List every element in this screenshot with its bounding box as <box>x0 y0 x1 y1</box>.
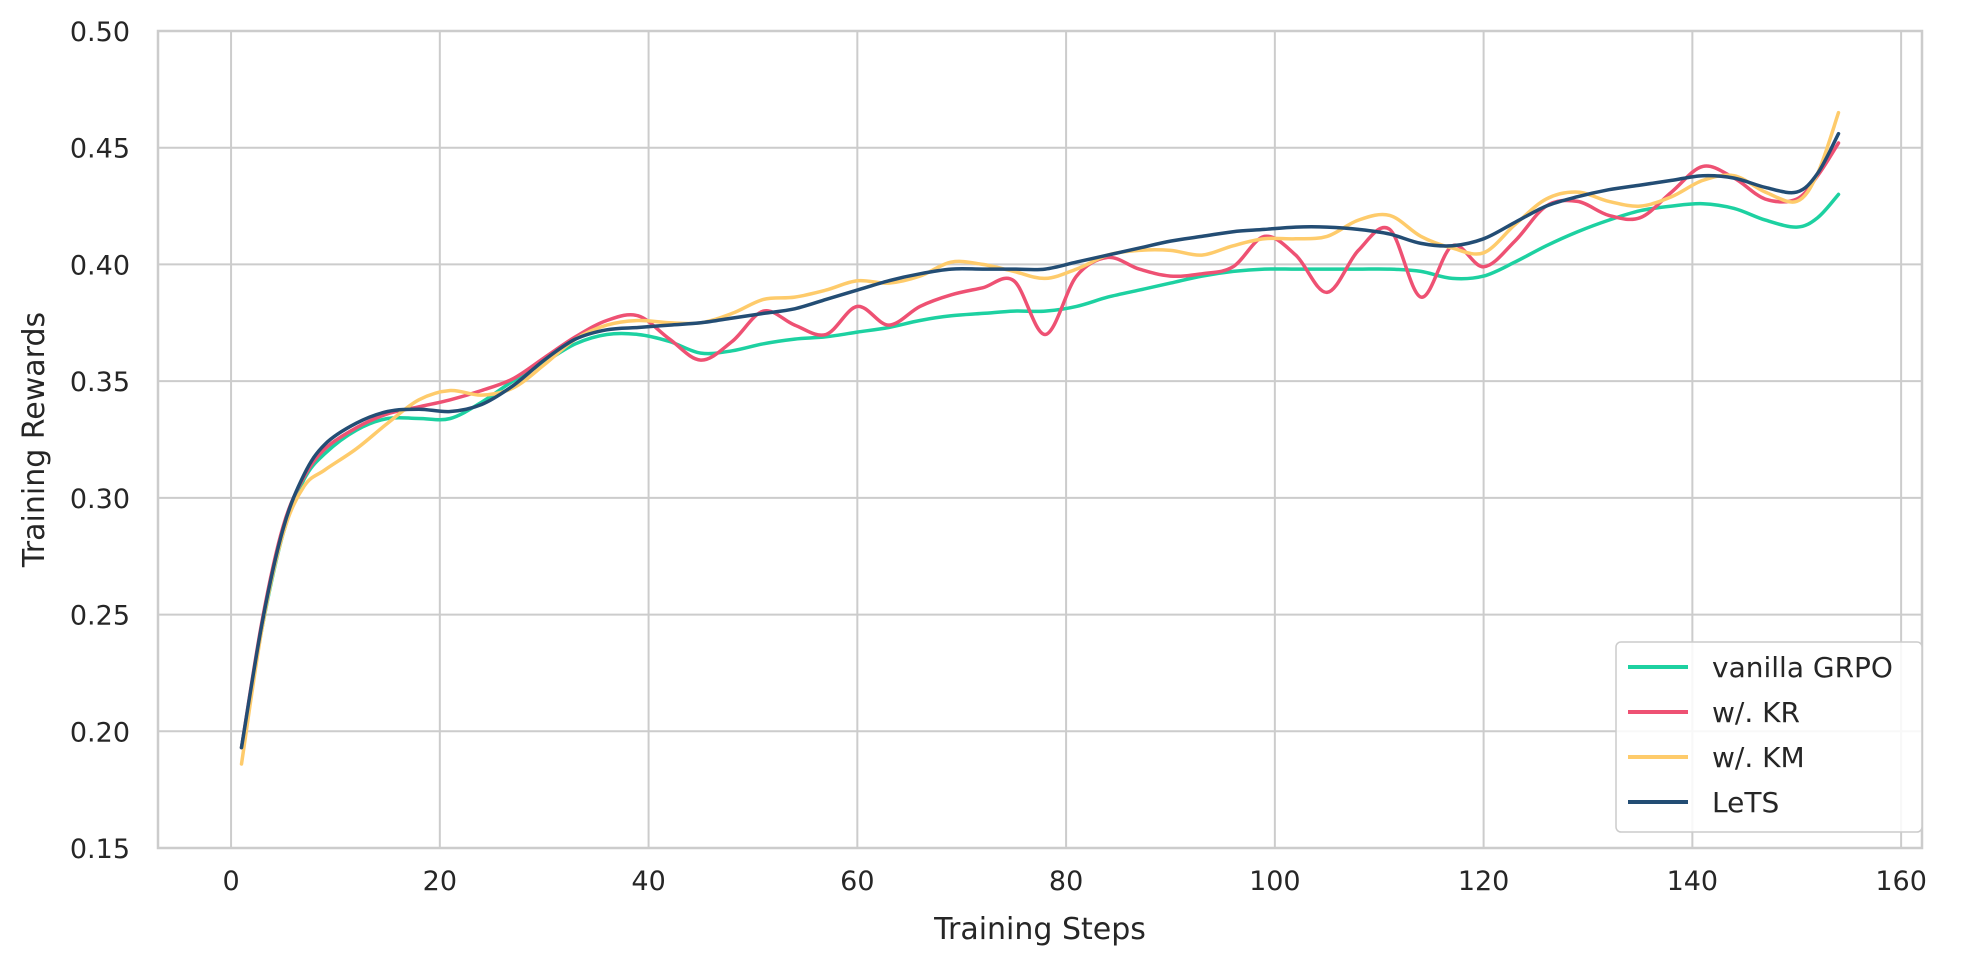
x-tick-label: 160 <box>1875 866 1927 897</box>
x-tick-label: 60 <box>840 866 874 897</box>
x-axis-title: Training Steps <box>933 912 1146 947</box>
legend-label-w-kr: w/. KR <box>1712 696 1800 729</box>
x-tick-label: 40 <box>631 866 665 897</box>
series-line-w-kr <box>239 141 1841 750</box>
plot-frame <box>156 29 1924 850</box>
x-tick-label: 120 <box>1458 866 1510 897</box>
legend-label-vanilla-grpo: vanilla GRPO <box>1712 651 1893 684</box>
x-tick-label: 80 <box>1049 866 1083 897</box>
x-axis-ticks: 0 20 40 60 80 100 120 140 160 <box>222 866 1926 897</box>
series-line-lets <box>239 131 1841 750</box>
y-tick-label: 0.25 <box>70 601 130 632</box>
y-tick-label: 0.40 <box>70 250 130 281</box>
legend-box <box>1615 641 1923 833</box>
series-line-w-km <box>239 110 1841 766</box>
series-line-vanilla-grpo <box>239 192 1841 750</box>
legend: vanilla GRPO w/. KR w/. KM LeTS <box>1615 641 1923 833</box>
x-tick-label: 100 <box>1249 866 1301 897</box>
legend-label-w-km: w/. KM <box>1712 741 1805 774</box>
y-tick-label: 0.15 <box>70 834 130 865</box>
y-tick-label: 0.35 <box>70 367 130 398</box>
y-axis-ticks: 0.15 0.20 0.25 0.30 0.35 0.40 0.45 0.50 <box>70 17 130 865</box>
series-lines <box>239 110 1841 766</box>
y-tick-label: 0.50 <box>70 17 130 48</box>
x-tick-label: 0 <box>222 866 239 897</box>
y-tick-label: 0.20 <box>70 717 130 748</box>
x-tick-label: 140 <box>1667 866 1719 897</box>
y-tick-label: 0.30 <box>70 484 130 515</box>
y-tick-label: 0.45 <box>70 134 130 165</box>
y-axis-title: Training Rewards <box>17 312 52 568</box>
legend-label-lets: LeTS <box>1712 786 1779 819</box>
x-tick-label: 20 <box>423 866 457 897</box>
